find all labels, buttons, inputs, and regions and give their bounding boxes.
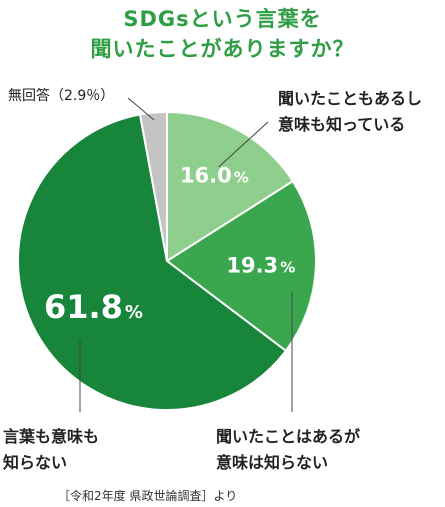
callout-slice-unknown: 言葉も意味も 知らない <box>3 424 99 476</box>
callout-line: 聞いたこともあるし <box>278 89 423 108</box>
callout-slice-known: 聞いたこともあるし 意味も知っている <box>278 86 422 138</box>
chart-title-line-1: SDGsという言葉を <box>123 7 322 31</box>
callout-line: 聞いたことはあるが <box>216 427 361 446</box>
leader-line-known <box>218 121 269 168</box>
source-note: ［令和2年度 県政世論調査］より <box>58 489 238 503</box>
callout-line: 言葉も意味も <box>3 427 100 446</box>
callout-line: 意味も知っている <box>278 115 406 134</box>
chart-title: SDGsという言葉を 聞いたことがありますか？ <box>0 4 445 64</box>
callout-line: 知らない <box>3 453 68 472</box>
pie-slice-heard-only <box>165 179 317 353</box>
callout-slice-no-answer: 無回答（2.9％） <box>8 84 114 109</box>
slice-value-label: 19.3% <box>226 253 295 277</box>
pie-slice-no-answer <box>138 110 168 262</box>
slice-value-label: 16.0% <box>180 163 249 187</box>
pie-slice-unknown <box>17 113 288 411</box>
slice-value-label: 61.8% <box>44 288 143 326</box>
callout-slice-heard-only: 聞いたことはあるが 意味は知らない <box>216 424 360 476</box>
callout-line: 無回答（2.9％） <box>8 88 115 104</box>
callout-line: 意味は知らない <box>216 453 329 472</box>
leader-line-no-answer <box>127 97 155 121</box>
pie-slice-known <box>166 110 295 263</box>
chart-title-line-2: 聞いたことがありますか？ <box>90 37 355 61</box>
